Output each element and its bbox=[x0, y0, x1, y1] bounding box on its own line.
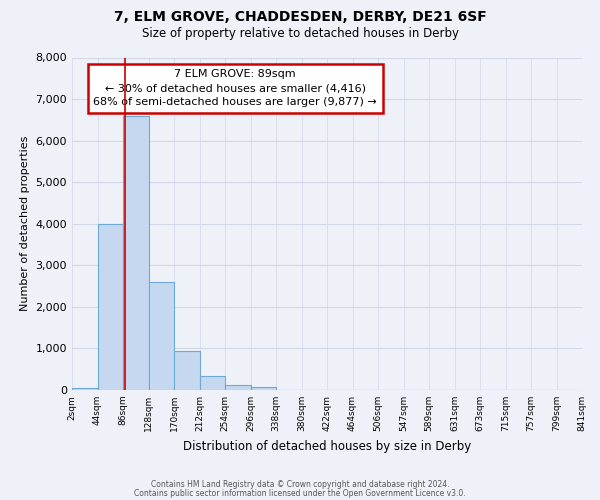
Text: Contains HM Land Registry data © Crown copyright and database right 2024.: Contains HM Land Registry data © Crown c… bbox=[151, 480, 449, 489]
Y-axis label: Number of detached properties: Number of detached properties bbox=[20, 136, 30, 312]
Bar bbox=[149, 282, 174, 390]
Text: Contains public sector information licensed under the Open Government Licence v3: Contains public sector information licen… bbox=[134, 489, 466, 498]
Bar bbox=[251, 387, 276, 390]
Text: 7 ELM GROVE: 89sqm
← 30% of detached houses are smaller (4,416)
68% of semi-deta: 7 ELM GROVE: 89sqm ← 30% of detached hou… bbox=[94, 69, 377, 107]
Bar bbox=[225, 385, 251, 390]
Text: 7, ELM GROVE, CHADDESDEN, DERBY, DE21 6SF: 7, ELM GROVE, CHADDESDEN, DERBY, DE21 6S… bbox=[113, 10, 487, 24]
Bar bbox=[72, 388, 97, 390]
X-axis label: Distribution of detached houses by size in Derby: Distribution of detached houses by size … bbox=[183, 440, 471, 452]
Bar bbox=[123, 116, 149, 390]
Text: Size of property relative to detached houses in Derby: Size of property relative to detached ho… bbox=[142, 28, 458, 40]
Bar bbox=[199, 376, 225, 390]
Bar bbox=[97, 224, 123, 390]
Bar bbox=[174, 350, 199, 390]
